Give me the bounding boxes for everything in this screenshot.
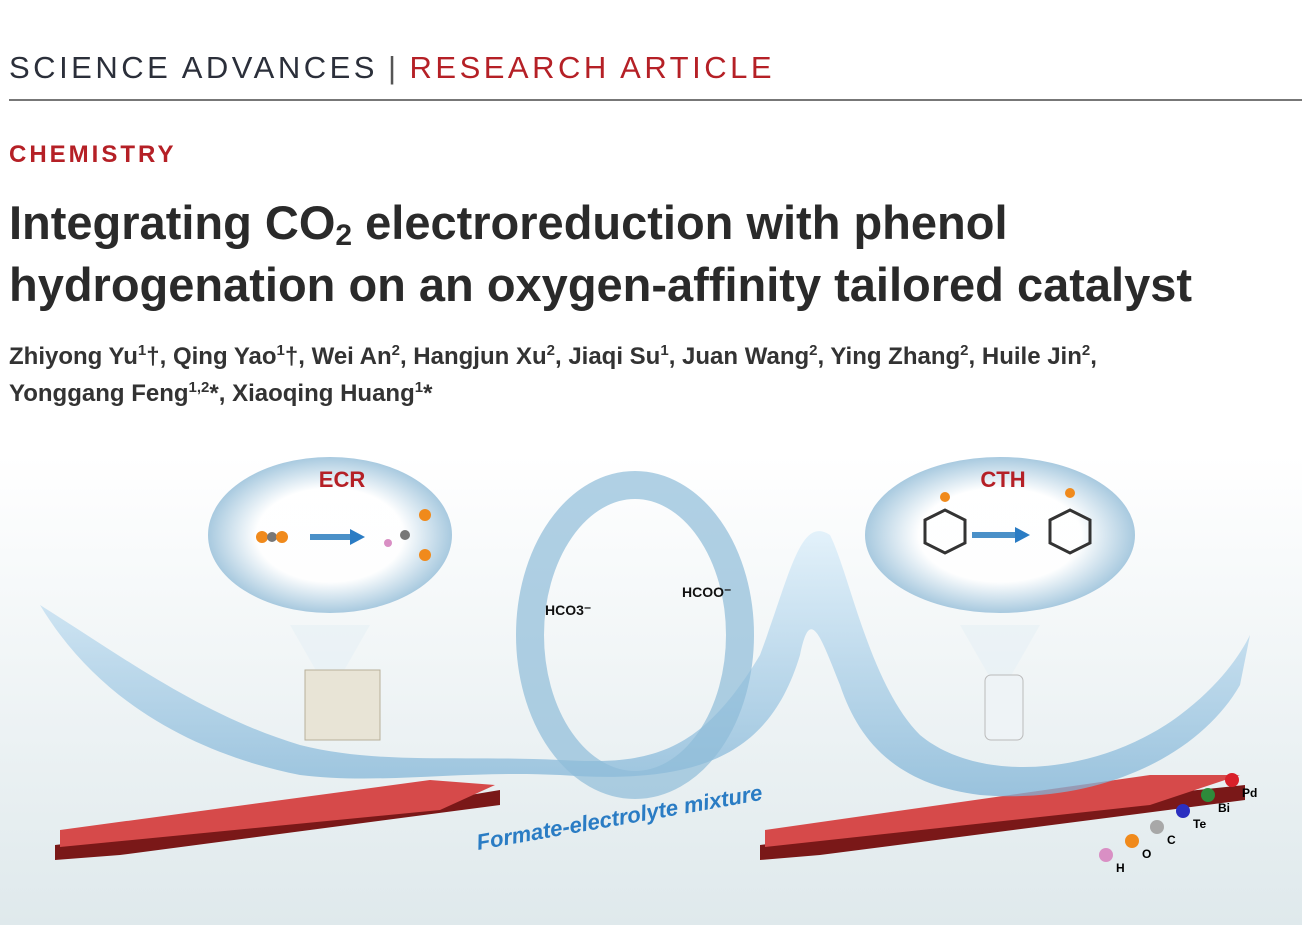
author-affiliation: 2: [1081, 342, 1091, 359]
author-affiliation: 2: [546, 342, 555, 359]
legend-label: Bi: [1218, 801, 1230, 815]
legend-h-atom-icon: [1099, 848, 1113, 862]
water-ring: [516, 471, 754, 799]
catalyst-slab-left: [55, 780, 500, 860]
water-stream: [40, 531, 1250, 797]
legend-te-atom-icon: [1176, 804, 1190, 818]
author-mark: *: [209, 380, 219, 407]
cth-label: CTH: [980, 467, 1025, 492]
graphical-abstract: ECR CTH HCO3⁻ HCOO⁻ Formate-electrolyte …: [0, 455, 1302, 925]
author[interactable]: Juan Wang2: [682, 343, 817, 370]
author[interactable]: Qing Yao1†: [173, 343, 298, 370]
ecr-label: ECR: [319, 467, 366, 492]
author-mark: *: [423, 380, 433, 407]
author[interactable]: Huile Jin2: [982, 343, 1090, 370]
author-affiliation: 1: [660, 342, 669, 359]
legend-pd-atom-icon: [1225, 773, 1239, 787]
author-name: Jiaqi Su: [568, 343, 661, 370]
legend-c-atom-icon: [1150, 820, 1164, 834]
author[interactable]: Jiaqi Su1: [568, 343, 668, 370]
reaction-bottle-icon: [984, 674, 1024, 741]
legend-label: C: [1167, 833, 1176, 847]
ecr-bubble: [208, 457, 452, 695]
journal-name: SCIENCE ADVANCES: [9, 50, 378, 85]
header-rule: [9, 99, 1302, 101]
author-list: Zhiyong Yu1†, Qing Yao1†, Wei An2, Hangj…: [9, 342, 1097, 407]
author[interactable]: Ying Zhang2: [830, 343, 968, 370]
author-name: Hangjun Xu: [413, 343, 547, 370]
catalyst-slab-right: [760, 775, 1245, 860]
legend-bi-atom-icon: [1201, 788, 1215, 802]
hcoo-label: HCOO⁻: [682, 584, 731, 600]
hco3-label: HCO3⁻: [545, 602, 591, 618]
author[interactable]: Wei An2: [312, 343, 400, 370]
legend-label: Pd: [1242, 786, 1257, 800]
author-name: Qing Yao: [172, 343, 277, 370]
cth-bubble: [865, 457, 1135, 695]
legend-label: H: [1116, 861, 1125, 875]
author-affiliation: 1: [414, 379, 424, 396]
title-subscript: 2: [335, 219, 353, 252]
header-separator: |: [387, 50, 400, 85]
author[interactable]: Hangjun Xu2: [413, 343, 555, 370]
author-name: Ying Zhang: [830, 343, 961, 370]
legend-label: O: [1142, 847, 1151, 861]
author-name: Xiaoqing Huang: [232, 380, 415, 407]
author-affiliation: 1: [137, 342, 147, 359]
title-part: electroreduction with phenol hydrogenati…: [9, 196, 1193, 311]
author-name: Wei An: [311, 343, 392, 370]
journal-header: SCIENCE ADVANCES | RESEARCH ARTICLE: [9, 50, 775, 86]
author[interactable]: Zhiyong Yu1†: [9, 343, 160, 370]
author-affiliation: 1,2: [188, 379, 210, 396]
legend-label: Te: [1193, 817, 1206, 831]
title-part: Integrating CO: [9, 196, 336, 249]
author-name: Zhiyong Yu: [9, 343, 138, 370]
author[interactable]: Yonggang Feng1,2*: [9, 380, 219, 407]
article-type: RESEARCH ARTICLE: [409, 50, 776, 85]
author[interactable]: Xiaoqing Huang1*: [232, 380, 432, 407]
author-name: Yonggang Feng: [9, 380, 189, 407]
author-affiliation: 2: [809, 342, 818, 359]
author-affiliation: 2: [391, 342, 400, 359]
subject-label: CHEMISTRY: [9, 141, 177, 168]
article-title: Integrating CO2 electroreduction with ph…: [9, 192, 1299, 316]
element-legend: H O C Te Bi Pd: [1099, 773, 1257, 875]
author-affiliation: 2: [960, 342, 969, 359]
author-mark: †: [146, 343, 160, 370]
author-mark: †: [284, 343, 299, 370]
author-affiliation: 1: [276, 342, 285, 359]
author-name: Huile Jin: [981, 343, 1082, 370]
legend-o-atom-icon: [1125, 834, 1139, 848]
author-name: Juan Wang: [682, 343, 810, 370]
electrolyzer-cell-icon: [304, 669, 381, 741]
